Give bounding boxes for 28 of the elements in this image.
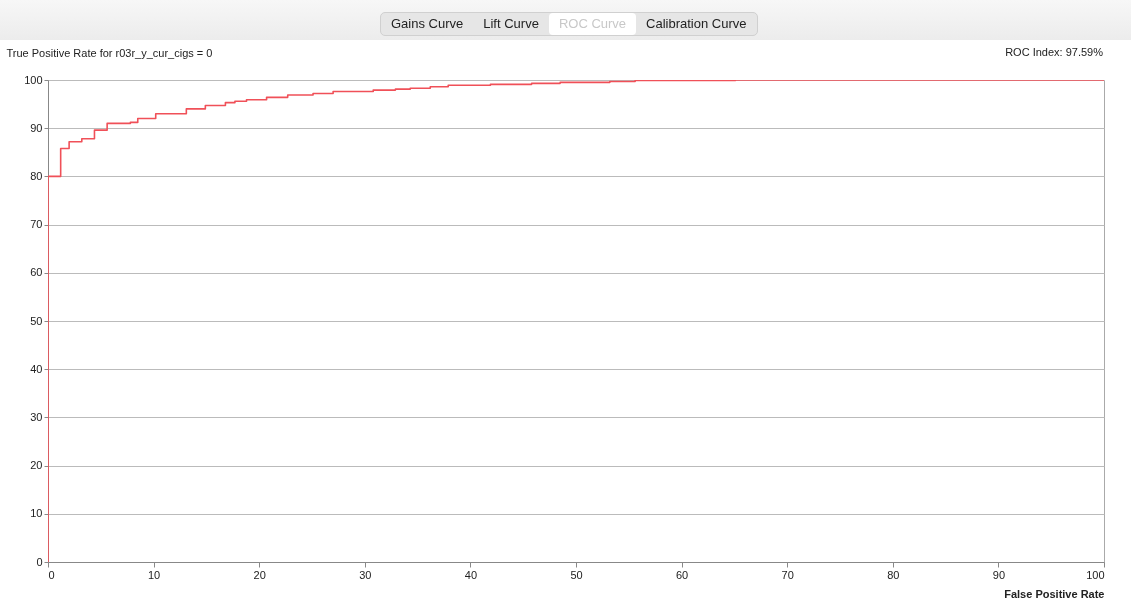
x-tick-label: 60 [675,568,689,581]
y-tick-label: 20 [30,459,43,472]
tab-button[interactable]: Calibration Curve [636,13,757,35]
y-tick-label: 50 [30,314,43,327]
y-tick-label: 60 [30,266,43,279]
x-tick-label: 10 [147,568,161,581]
x-tick-label: 30 [359,568,372,581]
x-tick-label: 40 [464,568,478,581]
y-tick-label: 10 [30,507,43,520]
y-tick-label: 80 [30,169,43,182]
y-tick-label: 30 [30,410,43,423]
y-tick-label: 100 [24,73,43,86]
y-tick-label: 40 [30,362,43,375]
x-tick-label: 0 [48,568,55,581]
x-tick-label: 100 [1086,568,1105,581]
tab-button[interactable]: Lift Curve [473,13,549,35]
x-tick-label: 50 [570,568,583,581]
y-tick-label: 0 [36,555,43,568]
x-axis-title: False Positive Rate [1004,587,1105,600]
y-tick-label: 90 [30,121,43,134]
x-tick-label: 70 [781,568,794,581]
y-axis-title: True Positive Rate for r03r_y_cur_cigs = 0 [6,46,213,59]
x-tick-label: 90 [992,568,1006,581]
x-tick-label: 80 [887,568,900,581]
y-tick-label: 70 [30,218,43,231]
x-tick-label: 20 [253,568,266,581]
tab-button[interactable]: Gains Curve [381,13,474,35]
text: ROC Index: 97.59% [1005,46,1103,58]
